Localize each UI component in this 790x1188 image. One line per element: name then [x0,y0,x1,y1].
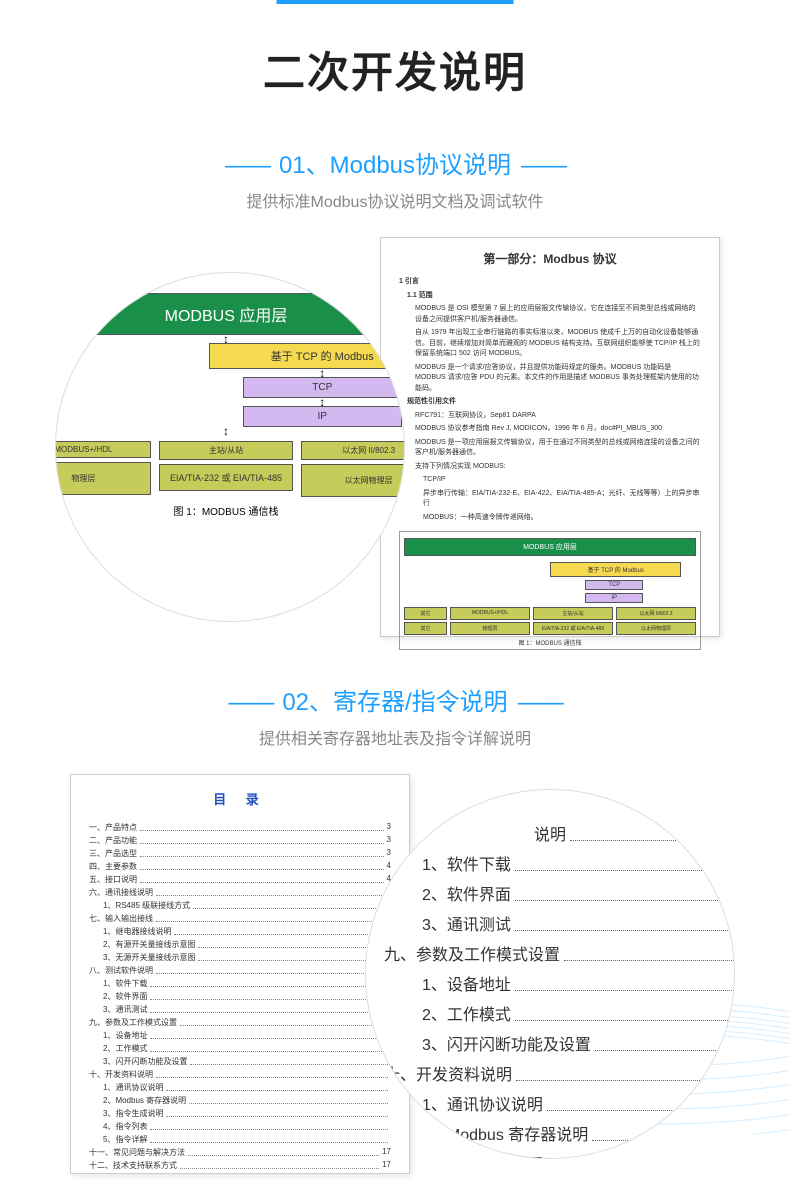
toc-item: 2、软件界面 [89,991,391,1002]
toc-item: 十一、常见问题与解决方法17 [89,1147,391,1158]
mini-c3b: 以太网物理层 [616,622,696,635]
doc1-r1: RFC791：互联网协议，Sep81 DARPA [399,411,701,422]
toc-item: 八、测试软件说明 [89,965,391,976]
mini-ip: IP [585,593,643,603]
doc1-mini-diagram: MODBUS 应用层 基于 TCP 的 Modbus TCP IP 其它 MOD… [399,531,701,650]
mini-other2: 其它 [404,622,447,635]
circle-toc-item: 1、软件下载 [384,851,735,875]
doc1-h12: 规范性引用文件 [399,397,701,408]
toc-item: 三、产品选型3 [89,848,391,859]
toc-item: 十、开发资料说明 [89,1069,391,1080]
mini-c1b: 物理层 [450,622,530,635]
toc-list: 一、产品特点3 二、产品功能3 三、产品选型3 四、主要参数4 五、接口说明4 六、通讯接… [89,822,391,1171]
toc-item: 3、通讯测试 [89,1004,391,1015]
layer-eth: 以太网 II/802.3 [301,441,405,460]
toc-item: 3、无源开关量接线示意图 [89,952,391,963]
doc1-r2: MODBUS 协议参考指南 Rev J, MODICON，1996 年 6 月，… [399,424,701,435]
toc-item: 四、主要参数4 [89,861,391,872]
layer-eia: EIA/TIA-232 或 EIA/TIA-485 [159,464,294,491]
layer-tcp-modbus: 基于 TCP 的 Modbus [209,343,406,369]
section2-subtitle: 提供相关寄存器地址表及指令详解说明 [0,725,790,749]
toc-item: 3、闪开闪断功能及设置 [89,1056,391,1067]
section1-zoom-circle: MODBUS 应用层 ↕ 基于 TCP 的 Modbus ↕ TCP ↕ IP … [55,272,405,622]
layer-master: 主站/从站 [159,441,294,460]
toc-item: 1、通讯协议说明 [89,1082,391,1093]
circle-toc-item: 2、Modbus 寄存器说明 [384,1121,735,1145]
section1-subtitle: 提供标准Modbus协议说明文档及调试软件 [0,188,790,212]
mini-c1a: MODBUS+/HDL [450,607,530,620]
doc1-r3: MODBUS 是一项应用层报文传输协议，用于在通过不同类型的总线或网络连接的设备… [399,438,701,459]
doc1-title: 第一部分：Modbus 协议 [399,250,701,267]
mini-c2a: 主站/从站 [533,607,613,620]
toc-item: 1、RS485 级联接线方式4 [89,900,391,911]
toc-item: 5、指令详解 [89,1134,391,1145]
doc1-p1: MODBUS 是 OSI 模型第 7 层上的应用层报文传输协议，它在连接至不同类… [399,304,701,325]
toc-item: 五、接口说明4 [89,874,391,885]
top-accent-bar [0,0,790,4]
circle-toc-item: 2、工作模式 [384,1001,735,1025]
mini-tcp: TCP [585,580,643,590]
layer-hdl: MODBUS+/HDL [55,441,151,458]
toc-item: 二、产品功能3 [89,835,391,846]
mini-other: 其它 [404,607,447,620]
toc-item: 一、产品特点3 [89,822,391,833]
toc-item: 十二、技术支持联系方式17 [89,1160,391,1171]
mini-c3a: 以太网 II/802.3 [616,607,696,620]
doc1-p3: MODBUS 是一个请求/应答协议，并且提供功能码规定的服务。MODBUS 功能… [399,363,701,395]
circle-toc-list: 1、软件下载 2、软件界面 3、通讯测试九、参数及工作模式设置 1、设备地址 2、工作模… [384,851,735,1159]
arrow-icon: ↕ [209,398,406,406]
toc-item: 1、软件下载 [89,978,391,989]
section1-panel: MODBUS 应用层 ↕ 基于 TCP 的 Modbus ↕ TCP ↕ IP … [0,237,790,637]
section1-header: 01、Modbus协议说明 [0,145,790,180]
toc-item: 1、继电器接线说明 [89,926,391,937]
toc-item: 4、指令列表 [89,1121,391,1132]
mini-tcpm: 基于 TCP 的 Modbus [550,562,681,577]
doc1-r7: MODBUS：一种高速令牌传递网络。 [399,513,701,524]
layer-ethphy: 以太网物理层 [301,464,405,497]
toc-item: 2、有源开关量接线示意图 [89,939,391,950]
toc-item: 六、通讯接线说明4 [89,887,391,898]
doc1-p2: 自从 1979 年出现工业串行链路的事实标准以来，MODBUS 使成千上万的自动… [399,328,701,360]
section2-panel: 目 录 一、产品特点3 二、产品功能3 三、产品选型3 四、主要参数4 五、接口说明4 六… [0,774,790,1174]
section1-document: 第一部分：Modbus 协议 1 引言 1.1 范围 MODBUS 是 OSI … [380,237,720,637]
circle-toc-item: 2、软件界面 [384,881,735,905]
arrow-icon: ↕ [209,369,406,377]
toc-item: 2、Modbus 寄存器说明 [89,1095,391,1106]
arrow-icon: ↕ [55,335,405,343]
diagram-caption: 图 1：MODBUS 通信栈 [55,503,405,518]
toc-item: 2、工作模式 [89,1043,391,1054]
arrow-icon: ↕ [55,427,405,435]
section2-document: 目 录 一、产品特点3 二、产品功能3 三、产品选型3 四、主要参数4 五、接口说明4 六… [70,774,410,1174]
layer-phy1: 物理层 [55,462,151,495]
section1-title: 01、Modbus协议说明 [215,145,575,180]
doc1-r5: TCP/IP [399,475,701,486]
mini-caption: 图 1：MODBUS 通信栈 [404,638,696,647]
mini-c2b: EIA/TIA-232 或 EIA/TIA-485 [533,622,613,635]
circle-toc-fragment: 说明 [384,821,735,845]
mini-app: MODBUS 应用层 [404,538,696,556]
section2-title: 02、寄存器/指令说明 [218,682,571,717]
toc-item: 1、设备地址 [89,1030,391,1041]
toc-item: 3、指令生成说明 [89,1108,391,1119]
doc1-r6: 异步串行传输：EIA/TIA-232-E、EIA-422、EIA/TIA-485… [399,489,701,510]
section2-header: 02、寄存器/指令说明 [0,682,790,717]
doc1-h11: 1.1 范围 [399,291,701,302]
layer-ip: IP [243,406,402,427]
circle-toc-item: 1、设备地址 [384,971,735,995]
section2-zoom-circle: 说明 1、软件下载 2、软件界面 3、通讯测试九、参数及工作模式设置 1、设备地址 2、… [365,789,735,1159]
circle-toc-item: 3、指令生成说明 [384,1151,735,1159]
circle-toc-item: 十、开发资料说明 [384,1061,735,1085]
toc-item: 七、输入输出接线 [89,913,391,924]
circle-toc-item: 九、参数及工作模式设置 [384,941,735,965]
doc1-h1: 1 引言 [399,277,701,288]
main-title: 二次开发说明 [0,39,790,100]
doc1-r4: 支持下列情况实现 MODBUS: [399,462,701,473]
circle-toc-item: 3、闪开闪断功能及设置 [384,1031,735,1055]
circle-toc-item: 3、通讯测试 [384,911,735,935]
toc-title: 目 录 [89,789,391,808]
toc-item: 九、参数及工作模式设置 [89,1017,391,1028]
circle-toc-item: 1、通讯协议说明 [384,1091,735,1115]
layer-app: MODBUS 应用层 [55,293,405,335]
